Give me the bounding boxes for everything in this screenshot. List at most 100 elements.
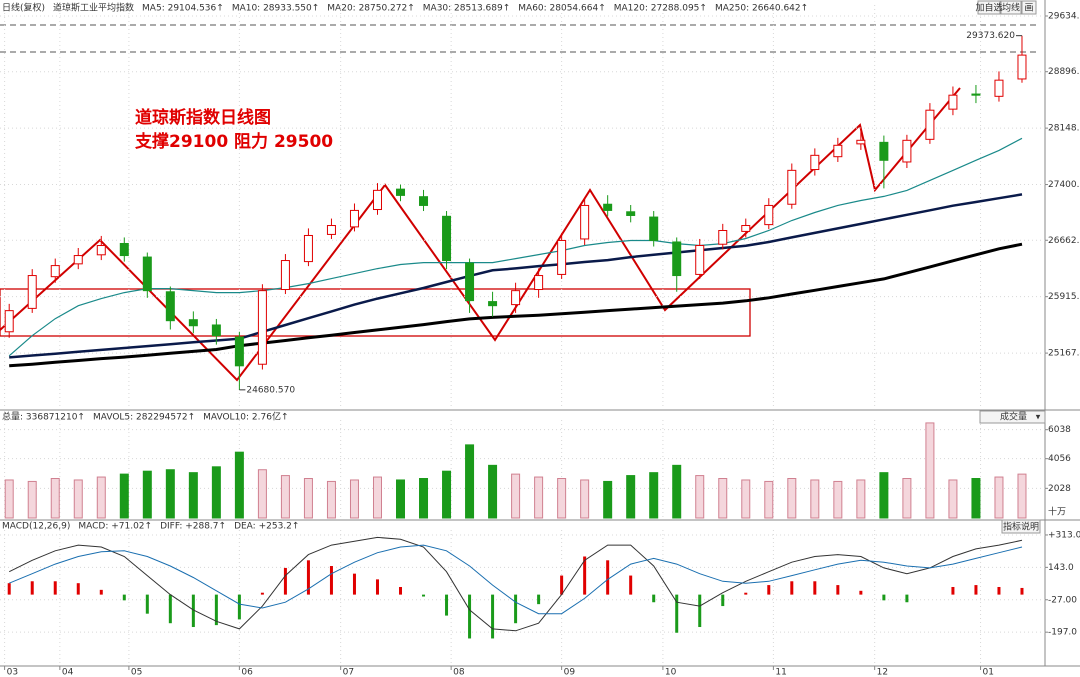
header-label: 道琼斯工业平均指数: [53, 2, 134, 14]
candle-body: [833, 144, 843, 158]
volume-unit: 十万: [1048, 506, 1066, 518]
button-frame[interactable]: [1021, 0, 1037, 15]
macd-bar: [352, 573, 356, 595]
candle-body: [948, 94, 958, 110]
volume-bar: [211, 466, 221, 519]
candle-body: [580, 204, 590, 240]
legend-entry: MA30: 28513.689↑: [423, 4, 510, 14]
header-label: 日线(复权): [2, 2, 45, 14]
macd-bar: [168, 594, 172, 624]
macd-bar: [445, 594, 449, 616]
macd-bar: [491, 594, 495, 639]
volume-bar: [372, 476, 382, 519]
volume-bar: [96, 476, 106, 519]
indicator-help[interactable]: 指标说明: [1003, 521, 1039, 533]
macd-bar: [744, 592, 748, 595]
candle-body: [326, 225, 336, 235]
legend-entry: MAVOL5: 282294572↑: [93, 413, 195, 423]
candle-body: [442, 215, 452, 262]
volume-bar: [488, 464, 498, 519]
y-tick-label: 2028: [1048, 484, 1071, 494]
legend-entry: DEA: +253.2↑: [234, 522, 299, 532]
x-tick-label: 12: [877, 668, 888, 677]
extreme-label: 24680.570: [246, 385, 295, 395]
x-tick-label: 06: [241, 668, 253, 677]
button-frame[interactable]: [977, 0, 1001, 15]
candle-body: [257, 290, 267, 365]
volume-bar: [27, 480, 37, 519]
candle-body: [234, 336, 244, 367]
volume-bar: [396, 479, 406, 519]
candle-body: [465, 262, 475, 302]
volume-bar: [142, 470, 152, 519]
volume-bar: [349, 479, 359, 519]
button-frame[interactable]: [1001, 519, 1041, 534]
volume-bar: [580, 479, 590, 519]
y-tick-label: -27.00: [1048, 595, 1077, 605]
macd-bar: [905, 594, 909, 603]
macd-bar: [399, 586, 403, 595]
legend-entry: MA250: 26640.642↑: [715, 4, 808, 14]
candle-body: [534, 275, 544, 291]
support-zone: [0, 288, 751, 337]
volume-bar: [73, 479, 83, 519]
macd-bar: [329, 566, 333, 595]
extreme-label: 29373.620: [966, 31, 1015, 41]
volume-bar: [902, 478, 912, 519]
candle-body: [419, 196, 429, 206]
ma-line: [8, 536, 1023, 632]
y-tick-label: 25915.1: [1048, 292, 1080, 302]
candle-body: [718, 229, 728, 245]
dropdown-frame[interactable]: [979, 410, 1046, 424]
volume-bar: [119, 473, 129, 519]
legend-entry: MA120: 27288.095↑: [614, 4, 707, 14]
volume-bar: [188, 472, 198, 519]
y-tick-label: +313.0: [1048, 530, 1080, 540]
macd-bar: [629, 575, 633, 595]
macd-bar: [191, 594, 195, 628]
button-frame[interactable]: [1000, 0, 1022, 15]
volume-bar: [257, 469, 267, 519]
macd-bar: [560, 575, 564, 595]
candle-body: [856, 139, 866, 145]
ma-line: [9, 544, 1023, 615]
volume-bar: [603, 480, 613, 519]
volume-bar: [511, 473, 521, 519]
macd-bar: [99, 589, 103, 595]
macd-bar: [997, 586, 1001, 595]
ma-line: [8, 137, 1023, 357]
y-tick-label: -197.0: [1048, 628, 1077, 638]
chart-title: 道琼斯指数日线图: [135, 107, 271, 128]
volume-bar: [971, 478, 981, 519]
candle-body: [971, 93, 981, 96]
volume-dropdown[interactable]: 成交量: [1000, 411, 1027, 423]
volume-bar: [925, 422, 935, 519]
x-tick-label: 04: [62, 668, 74, 677]
dropdown-caret[interactable]: ▾: [1036, 413, 1041, 423]
button-add[interactable]: 加自选: [975, 2, 1002, 14]
candle-body: [73, 255, 83, 265]
volume-bar: [695, 475, 705, 519]
chart-subtitle: 支撑29100 阻力 29500: [135, 131, 333, 152]
candle-body: [27, 275, 37, 309]
candle-body: [511, 290, 521, 306]
macd-bar: [675, 594, 679, 633]
y-tick-label: 25167.4: [1048, 349, 1080, 359]
button-ma[interactable]: 均线: [1002, 2, 1020, 14]
candle-body: [626, 211, 636, 216]
candle-body: [603, 203, 613, 211]
macd-bar: [882, 594, 886, 601]
volume-bar: [303, 478, 313, 519]
candle-body: [787, 169, 797, 205]
macd-bar: [583, 556, 587, 595]
candle-body: [557, 239, 567, 275]
volume-bar: [234, 451, 244, 519]
candle-body: [810, 154, 820, 171]
candle-body: [119, 242, 129, 257]
button-draw[interactable]: 画: [1024, 3, 1033, 14]
candle-body: [488, 301, 498, 307]
y-tick-label: 4056: [1048, 454, 1071, 464]
macd-bar: [951, 586, 955, 595]
macd-bar: [30, 581, 34, 595]
candle-body: [879, 141, 889, 161]
